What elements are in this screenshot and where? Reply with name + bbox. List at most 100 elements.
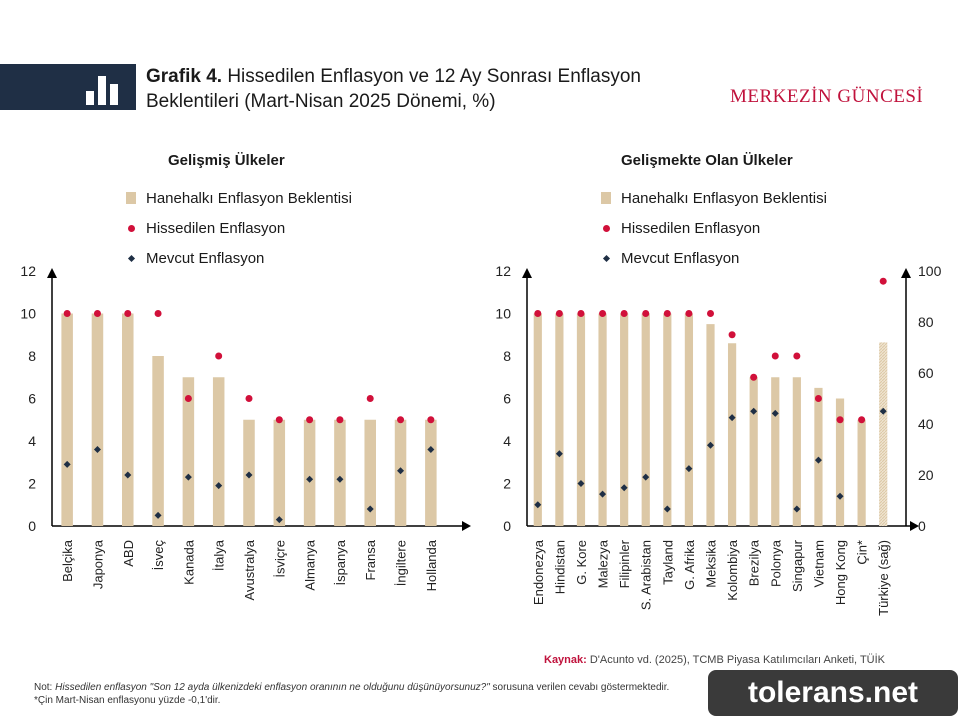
- perceived-dot: [793, 352, 801, 360]
- current-diamond: [685, 465, 693, 473]
- x-tick-label: Singapur: [790, 539, 805, 592]
- current-diamond: [707, 441, 714, 449]
- bar: [122, 313, 134, 526]
- perceived-dot: [245, 395, 253, 402]
- x-tick-label: Çin*: [855, 540, 870, 565]
- bar: [364, 419, 376, 526]
- perceived-dot: [599, 310, 607, 317]
- bar: [91, 313, 104, 526]
- perceived-dot: [836, 416, 844, 424]
- legend-left: Hanehalkı Enflasyon Beklentisi Hissedile…: [126, 183, 352, 273]
- y-tick-label: 12: [20, 263, 36, 279]
- legend-label: Hanehalkı Enflasyon Beklentisi: [621, 189, 827, 207]
- current-diamond: [397, 467, 405, 475]
- y-axis-arrow: [522, 268, 532, 278]
- x-tick-label: Vietnam: [811, 540, 826, 587]
- y-right-tick-label: 40: [918, 416, 934, 432]
- bar: [212, 377, 225, 526]
- perceived-dot: [93, 310, 101, 317]
- y-tick-label: 0: [503, 518, 511, 534]
- x-tick-label: İspanya: [333, 539, 348, 585]
- note-rest: sorusuna verilen cevabı göstermektedir.: [492, 682, 670, 693]
- bar: [641, 313, 650, 526]
- bar: [555, 313, 564, 526]
- current-diamond: [184, 473, 192, 481]
- brand-logo: MERKEZİN GÜNCESİ: [730, 86, 924, 107]
- perceived-dot: [154, 310, 162, 317]
- perceived-dot: [534, 310, 542, 317]
- perceived-dot: [577, 310, 585, 317]
- current-diamond: [555, 450, 563, 458]
- legend-item-current: Mevcut Enflasyon: [126, 243, 352, 273]
- x-tick-label: Hindistan: [552, 540, 567, 594]
- perceived-dot: [620, 310, 628, 317]
- x-tick-label: Belçika: [60, 539, 75, 582]
- current-diamond: [814, 456, 822, 464]
- y-tick-label: 10: [495, 306, 511, 322]
- perceived-dot: [184, 395, 192, 402]
- current-diamond: [93, 446, 101, 453]
- legend-label: Hissedilen Enflasyon: [146, 219, 286, 237]
- bar: [334, 419, 346, 526]
- legend-item-current: Mevcut Enflasyon: [601, 243, 827, 273]
- source-text: D'Acunto vd. (2025), TCMB Piyasa Katılım…: [589, 654, 885, 666]
- y-tick-label: 12: [495, 263, 511, 279]
- perceived-dot: [427, 416, 435, 424]
- x-tick-label: G. Kore: [574, 540, 589, 585]
- title-line2: Beklentileri (Mart-Nisan 2025 Dönemi, %): [146, 91, 496, 112]
- x-tick-label: Malezya: [596, 539, 611, 588]
- y-right-tick-label: 0: [918, 518, 926, 534]
- note-line2: *Çin Mart-Nisan enflasyonu yüzde -0,1'di…: [34, 695, 221, 706]
- current-diamond: [642, 473, 650, 481]
- current-diamond: [793, 505, 801, 513]
- current-diamond: [620, 484, 628, 492]
- x-tick-label: İngiltere: [394, 540, 409, 586]
- bar: [61, 313, 73, 526]
- perceived-dot: [555, 310, 563, 317]
- chart-title: Grafik 4. Hissedilen Enflasyon ve 12 Ay …: [146, 64, 726, 114]
- x-tick-label: Japonya: [90, 539, 105, 589]
- source-label: Kaynak:: [544, 654, 587, 666]
- bar: [273, 419, 286, 526]
- current-diamond: [599, 490, 607, 498]
- perceived-dot: [707, 310, 714, 317]
- current-diamond: [245, 471, 253, 479]
- note-label: Not:: [34, 682, 53, 693]
- y-right-tick-label: 60: [918, 365, 934, 381]
- x-tick-label: Polonya: [768, 539, 783, 587]
- perceived-dot: [685, 310, 693, 317]
- perceived-dot: [728, 331, 736, 339]
- perceived-dot: [814, 395, 822, 402]
- legend-item-perceived: Hissedilen Enflasyon: [601, 213, 827, 243]
- perceived-dot: [771, 352, 779, 360]
- current-diamond: [275, 516, 283, 524]
- panel-title-right: Gelişmekte Olan Ülkeler: [621, 152, 793, 169]
- perceived-dot: [124, 310, 132, 317]
- y-tick-label: 0: [28, 518, 36, 534]
- x-tick-label: Kanada: [181, 539, 196, 585]
- legend-label: Hissedilen Enflasyon: [621, 219, 761, 237]
- current-diamond: [728, 414, 736, 422]
- bar: [152, 356, 164, 526]
- bar: [576, 313, 586, 526]
- x-axis-arrow: [462, 521, 471, 531]
- current-diamond: [306, 475, 314, 483]
- y-tick-label: 6: [28, 391, 36, 407]
- current-diamond: [750, 407, 758, 415]
- footnote: Not: Hissedilen enflasyon "Son 12 ayda ü…: [34, 681, 854, 707]
- y-axis-arrow: [47, 268, 57, 278]
- bar: [303, 419, 316, 526]
- legend-swatch-dot: [603, 224, 610, 232]
- current-diamond: [63, 460, 71, 468]
- x-tick-label: İsveç: [151, 540, 166, 571]
- current-diamond: [879, 407, 887, 415]
- bar: [663, 313, 672, 526]
- x-tick-label: Brezilya: [747, 539, 762, 586]
- title-bold: Grafik 4.: [146, 66, 223, 87]
- current-diamond: [215, 482, 223, 490]
- perceived-dot: [397, 416, 405, 424]
- panel-title-left: Gelişmiş Ülkeler: [168, 152, 285, 169]
- perceived-dot: [858, 416, 866, 424]
- y-tick-label: 8: [503, 348, 511, 364]
- x-tick-label: Hollanda: [424, 539, 439, 591]
